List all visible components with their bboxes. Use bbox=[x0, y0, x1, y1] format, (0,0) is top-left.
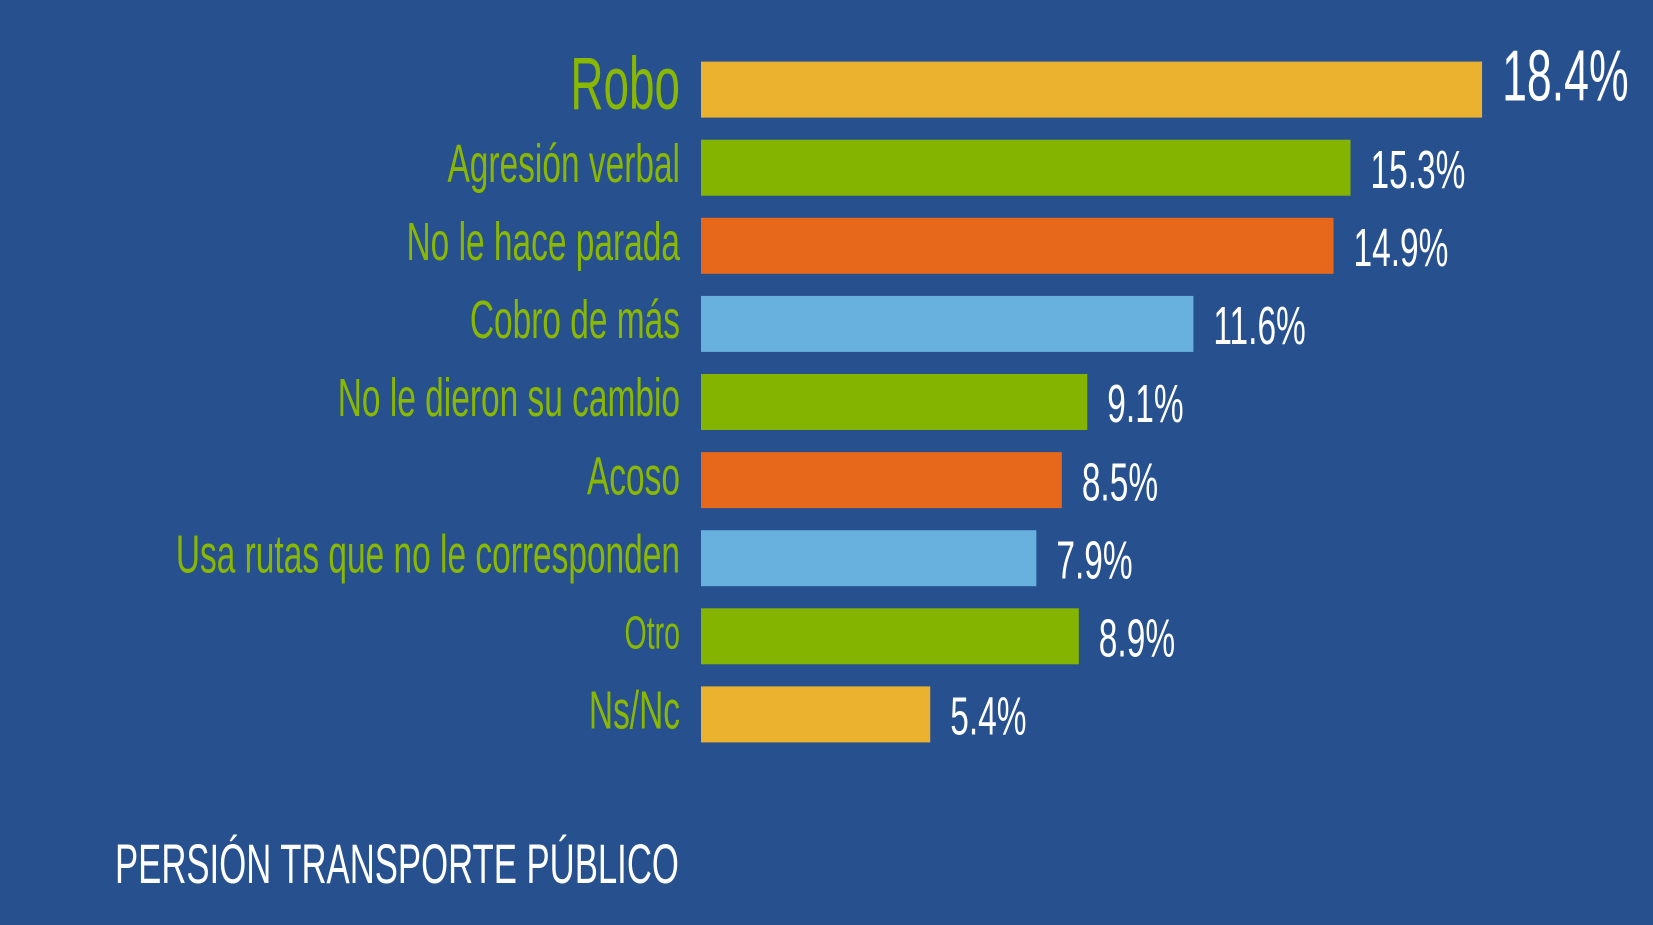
category-label: Acoso bbox=[587, 445, 680, 506]
bar bbox=[701, 608, 1079, 665]
category-label: Otro bbox=[625, 608, 680, 660]
labels: No le hace parada 14.9% bbox=[407, 211, 1449, 278]
value-label: 7.9% bbox=[1056, 529, 1132, 590]
category-label: Agresión verbal bbox=[447, 133, 680, 194]
bar bbox=[701, 374, 1088, 430]
category-label: Usa rutas que no le corresponden bbox=[176, 523, 680, 584]
labels: Cobro de más 11.6% bbox=[470, 289, 1306, 356]
category-label: Ns/Nc bbox=[589, 679, 680, 740]
labels: Robo 18.4% bbox=[570, 36, 1628, 126]
bar bbox=[701, 686, 931, 743]
labels: No le dieron su cambio 9.1% bbox=[338, 367, 1184, 434]
category-label: No le dieron su cambio bbox=[338, 367, 680, 428]
bar bbox=[701, 139, 1351, 196]
labels: Otro 8.9% bbox=[625, 607, 1176, 668]
value-label: 5.4% bbox=[950, 685, 1026, 746]
labels: Ns/Nc 5.4% bbox=[589, 679, 1027, 746]
footer: PERSIÓN TRANSPORTE PÚBLICO bbox=[115, 832, 679, 895]
bar bbox=[701, 217, 1334, 274]
labels: Agresión verbal 15.3% bbox=[447, 133, 1465, 200]
value-label: 15.3% bbox=[1370, 139, 1465, 200]
value-label: 11.6% bbox=[1213, 295, 1305, 356]
value-label: 18.4% bbox=[1502, 36, 1629, 117]
bar bbox=[701, 530, 1037, 587]
labels: Usa rutas que no le corresponden 7.9% bbox=[176, 523, 1133, 590]
labels: Acoso 8.5% bbox=[587, 445, 1158, 512]
bar bbox=[701, 295, 1194, 352]
value-label: 14.9% bbox=[1354, 217, 1449, 278]
value-label: 9.1% bbox=[1107, 373, 1183, 434]
category-label: No le hace parada bbox=[407, 211, 681, 272]
footer-heading: PERSIÓN TRANSPORTE PÚBLICO bbox=[115, 832, 679, 895]
value-label: 8.9% bbox=[1099, 607, 1175, 668]
bar bbox=[701, 452, 1062, 509]
category-label: Cobro de más bbox=[470, 289, 680, 350]
value-label: 8.5% bbox=[1082, 451, 1158, 512]
category-label: Robo bbox=[570, 43, 680, 126]
bar bbox=[701, 61, 1483, 118]
